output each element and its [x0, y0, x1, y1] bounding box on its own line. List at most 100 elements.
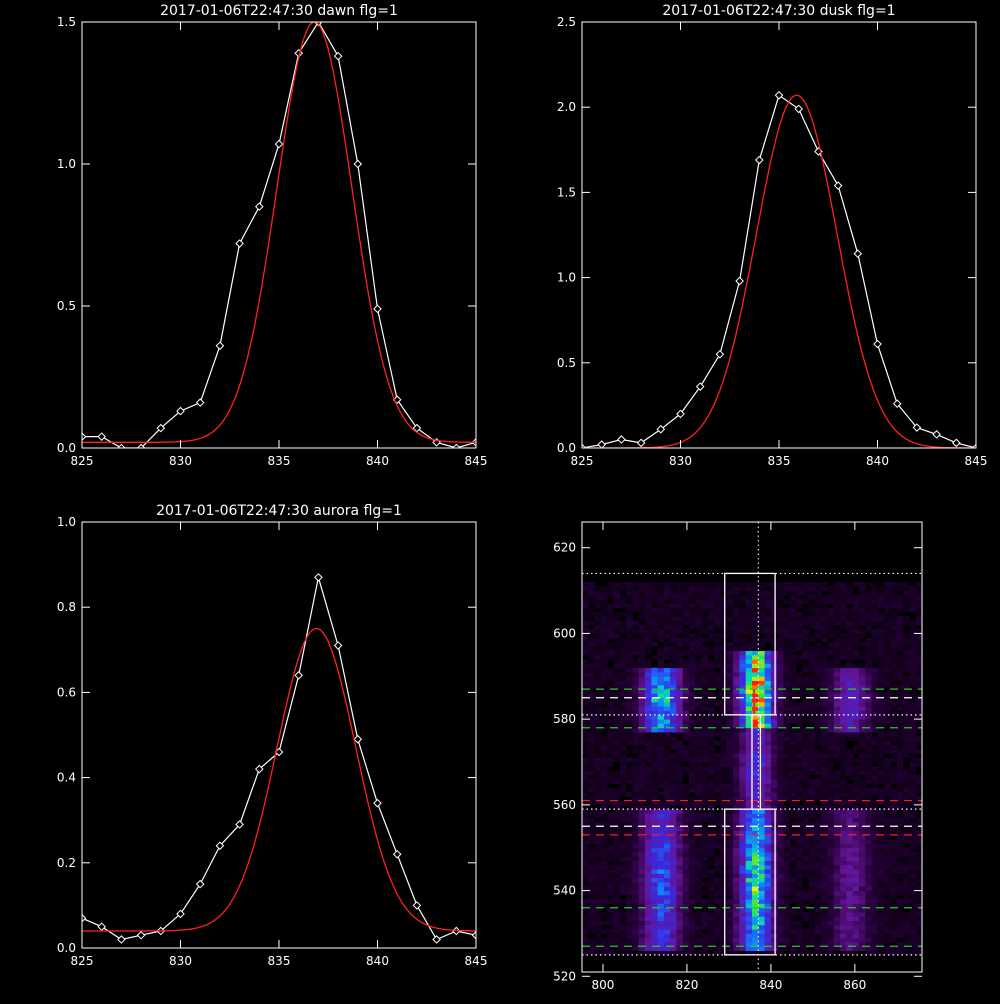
heatmap-cell	[714, 869, 721, 874]
heatmap-cell	[594, 946, 602, 951]
heatmap-cell	[626, 607, 633, 613]
heatmap-cell	[859, 732, 866, 737]
heatmap-cell	[846, 727, 854, 733]
heatmap-cell	[777, 710, 784, 716]
heatmap-cell	[903, 706, 910, 711]
heatmap-cell	[745, 620, 753, 626]
heatmap-cell	[720, 774, 728, 780]
heatmap-cell	[833, 672, 841, 677]
heatmap-cell	[626, 650, 633, 656]
heatmap-cell	[695, 882, 702, 887]
heatmap-cell	[815, 877, 822, 883]
heatmap-cell	[657, 590, 665, 596]
heatmap-cell	[582, 924, 589, 930]
heatmap-cell	[707, 792, 715, 797]
heatmap-cell	[651, 672, 658, 677]
heatmap-cell	[689, 809, 696, 814]
heatmap-cell	[752, 822, 759, 827]
heatmap-cell	[707, 723, 715, 729]
heatmap-cell	[682, 933, 690, 939]
heatmap-cell	[752, 770, 759, 776]
heatmap-cell	[770, 620, 778, 626]
heatmap-cell	[827, 920, 835, 926]
heatmap-cell	[745, 723, 753, 729]
heatmap-cell	[670, 890, 677, 896]
heatmap-cell	[739, 744, 747, 750]
heatmap-cell	[871, 633, 879, 639]
heatmap-cell	[796, 817, 803, 823]
heatmap-cell	[909, 779, 917, 784]
heatmap-cell	[676, 779, 684, 784]
heatmap-cell	[745, 594, 753, 600]
heatmap-cell	[695, 642, 702, 647]
heatmap-cell	[852, 744, 860, 750]
heatmap-cell	[600, 787, 608, 793]
heatmap-cell	[726, 924, 734, 930]
heatmap-cell	[802, 826, 810, 831]
heatmap-cell	[645, 727, 652, 733]
heatmap-cell	[676, 950, 684, 956]
heatmap-cell	[884, 924, 891, 930]
heatmap-cell	[777, 869, 784, 874]
heatmap-cell	[840, 783, 847, 789]
heatmap-cell	[707, 869, 715, 874]
heatmap-cell	[626, 830, 633, 836]
heatmap-cell	[657, 817, 665, 823]
heatmap-cell	[619, 813, 627, 819]
heatmap-cell	[827, 864, 835, 870]
heatmap-cell	[903, 637, 910, 643]
heatmap-cell	[846, 594, 854, 600]
heatmap-cell	[890, 847, 898, 853]
data-point	[136, 443, 146, 448]
heatmap-cell	[594, 680, 602, 686]
heatmap-cell	[752, 727, 759, 733]
heatmap-cell	[871, 719, 879, 724]
heatmap-cell	[701, 663, 709, 669]
heatmap-cell	[758, 929, 765, 934]
heatmap-cell	[670, 766, 677, 771]
heatmap-cell	[701, 937, 709, 943]
heatmap-cell	[745, 667, 753, 673]
heatmap-cell	[783, 654, 791, 660]
heatmap-cell	[827, 680, 835, 686]
heatmap-cell	[896, 783, 904, 789]
heatmap-cell	[613, 792, 621, 797]
heatmap-cell	[670, 826, 677, 831]
heatmap-cell	[670, 702, 677, 707]
heatmap-cell	[859, 860, 866, 866]
heatmap-cell	[739, 723, 747, 729]
heatmap-cell	[733, 714, 740, 720]
heatmap-cell	[752, 684, 759, 690]
heatmap-cell	[833, 603, 841, 609]
heatmap-cell	[733, 834, 740, 840]
heatmap-cell	[909, 894, 917, 900]
heatmap-cell	[739, 680, 747, 686]
heatmap-cell	[903, 834, 910, 840]
heatmap-cell	[651, 599, 658, 604]
data-point	[215, 841, 225, 851]
heatmap-cell	[676, 817, 684, 823]
heatmap-cell	[720, 594, 728, 600]
heatmap-cell	[651, 817, 658, 823]
heatmap-cell	[884, 732, 891, 737]
heatmap-cell	[670, 942, 677, 947]
heatmap-cell	[789, 950, 797, 956]
heatmap-cell	[733, 599, 740, 604]
heatmap-cell	[833, 946, 841, 951]
heatmap-cell	[707, 667, 715, 673]
heatmap-cell	[745, 843, 753, 849]
heatmap-cell	[695, 813, 702, 819]
heatmap-cell	[613, 753, 621, 759]
heatmap-cell	[833, 629, 841, 634]
heatmap-cell	[877, 894, 885, 900]
heatmap-cell	[657, 582, 665, 587]
heatmap-cell	[733, 894, 740, 900]
heatmap-cell	[884, 689, 891, 694]
heatmap-cell	[859, 629, 866, 634]
heatmap-cell	[815, 736, 822, 741]
heatmap-cell	[827, 933, 835, 939]
heatmap-cell	[896, 582, 904, 587]
heatmap-cell	[821, 894, 828, 900]
heatmap-cell	[789, 599, 797, 604]
heatmap-cell	[720, 800, 728, 806]
